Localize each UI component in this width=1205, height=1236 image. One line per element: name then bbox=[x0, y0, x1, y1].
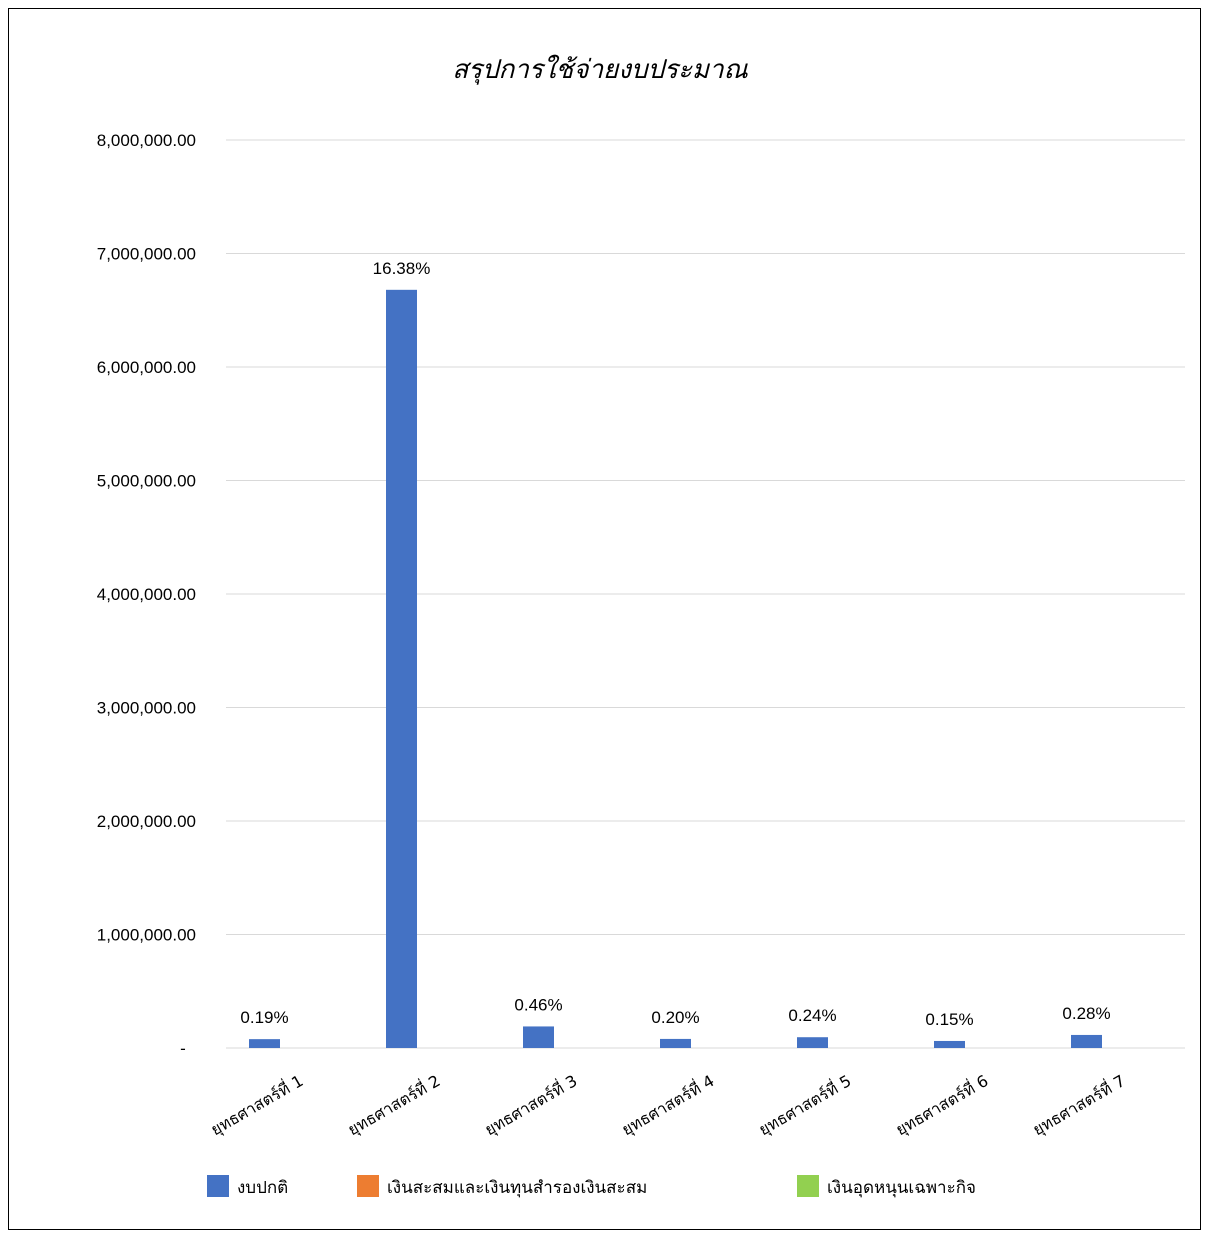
legend-label: เงินอุดหนุนเฉพาะกิจ bbox=[827, 1178, 976, 1198]
x-tick-label: ยุทธศาสตร์ที่ 3 bbox=[480, 1069, 581, 1140]
y-tick-label: 4,000,000.00 bbox=[97, 585, 196, 604]
x-tick-label: ยุทธศาสตร์ที่ 7 bbox=[1028, 1069, 1129, 1140]
legend: งบปกติ เงินสะสมและเงินทุนสำรองเงินสะสม เงิ… bbox=[207, 1175, 976, 1198]
gridlines bbox=[226, 139, 1185, 1049]
data-label: 0.15% bbox=[925, 1010, 973, 1029]
x-tick-label: ยุทธศาสตร์ที่ 5 bbox=[754, 1069, 855, 1140]
data-label: 0.19% bbox=[240, 1008, 288, 1027]
y-tick-label: 5,000,000.00 bbox=[97, 472, 196, 491]
data-label: 16.38% bbox=[373, 259, 431, 278]
bar bbox=[797, 1037, 828, 1048]
y-tick-label: 8,000,000.00 bbox=[97, 131, 196, 150]
bar bbox=[660, 1038, 691, 1048]
x-axis: ยุทธศาสตร์ที่ 1 ยุทธศาสตร์ที่ 2 ยุทธศาสตร์… bbox=[206, 1069, 1129, 1140]
bar bbox=[934, 1040, 965, 1048]
legend-swatch bbox=[797, 1175, 819, 1197]
chart-frame bbox=[8, 8, 1201, 1230]
y-tick-label: 6,000,000.00 bbox=[97, 358, 196, 377]
legend-label: เงินสะสมและเงินทุนสำรองเงินสะสม bbox=[387, 1178, 647, 1198]
bar bbox=[386, 289, 417, 1048]
x-tick-label: ยุทธศาสตร์ที่ 4 bbox=[617, 1069, 718, 1140]
y-tick-label: - bbox=[180, 1039, 186, 1058]
bar bbox=[1071, 1034, 1102, 1048]
y-tick-label: 7,000,000.00 bbox=[97, 245, 196, 264]
y-tick-label: 3,000,000.00 bbox=[97, 699, 196, 718]
legend-swatch bbox=[357, 1175, 379, 1197]
legend-label: งบปกติ bbox=[237, 1178, 288, 1198]
chart-title: สรุปการใช้จ่ายงบประมาณ bbox=[452, 54, 748, 85]
data-label: 0.20% bbox=[651, 1008, 699, 1027]
data-labels: 0.19% 16.38% 0.46% 0.20% 0.24% 0.15% 0.28% bbox=[240, 259, 1110, 1029]
data-label: 0.24% bbox=[788, 1006, 836, 1025]
legend-swatch bbox=[207, 1175, 229, 1197]
data-label: 0.46% bbox=[514, 995, 562, 1014]
y-tick-label: 2,000,000.00 bbox=[97, 812, 196, 831]
y-tick-label: 1,000,000.00 bbox=[97, 926, 196, 945]
x-tick-label: ยุทธศาสตร์ที่ 2 bbox=[343, 1069, 444, 1140]
x-tick-label: ยุทธศาสตร์ที่ 1 bbox=[206, 1069, 307, 1140]
bar bbox=[523, 1026, 554, 1048]
bar bbox=[249, 1039, 280, 1048]
y-axis: - 1,000,000.00 2,000,000.00 3,000,000.00 4,0… bbox=[97, 131, 196, 1058]
bars bbox=[249, 289, 1102, 1048]
x-tick-label: ยุทธศาสตร์ที่ 6 bbox=[891, 1069, 992, 1140]
data-label: 0.28% bbox=[1062, 1004, 1110, 1023]
